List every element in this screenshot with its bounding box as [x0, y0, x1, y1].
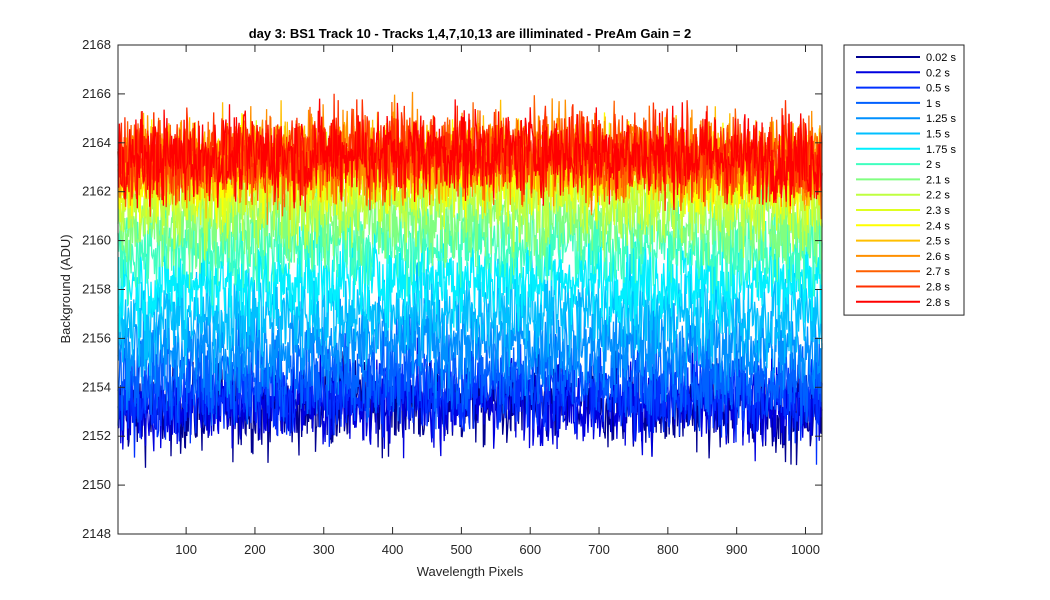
series-line-4 [117, 283, 823, 411]
x-tick-label: 1000 [791, 542, 820, 557]
ticks-layer: 100 200 300 400 500 600 700 800 900 1000 2148 2150 2… [82, 37, 822, 557]
series-line-5 [117, 253, 823, 376]
x-tick-label: 700 [588, 542, 610, 557]
legend-label: 2.3 s [926, 205, 950, 217]
legend-label: 2.8 s [926, 297, 950, 309]
legend-label: 1.5 s [926, 129, 950, 141]
y-tick-label: 2156 [82, 330, 111, 345]
legend-label: 1 s [926, 98, 941, 110]
y-tick-label: 2158 [82, 282, 111, 297]
legend-label: 2.8 s [926, 282, 950, 294]
legend-label: 2.7 s [926, 266, 950, 278]
y-tick-label: 2148 [82, 526, 111, 541]
legend-label: 1.75 s [926, 144, 956, 156]
y-tick-label: 2168 [82, 37, 111, 52]
x-axis-label: Wavelength Pixels [417, 564, 524, 579]
y-tick-label: 2152 [82, 428, 111, 443]
legend-label: 0.02 s [926, 52, 956, 64]
chart-title: day 3: BS1 Track 10 - Tracks 1,4,7,10,13… [249, 26, 692, 41]
legend-label: 2.5 s [926, 236, 950, 248]
y-tick-label: 2164 [82, 135, 111, 150]
series-line-2 [117, 333, 823, 465]
series-layer [117, 91, 823, 468]
y-axis-label: Background (ADU) [58, 234, 73, 343]
x-tick-label: 500 [451, 542, 473, 557]
legend-label: 0.5 s [926, 83, 950, 95]
x-tick-label: 100 [175, 542, 197, 557]
legend-label: 2 s [926, 159, 941, 171]
y-tick-label: 2154 [82, 379, 111, 394]
x-tick-label: 900 [726, 542, 748, 557]
x-tick-label: 300 [313, 542, 335, 557]
series-line-16 [117, 98, 823, 211]
legend-label: 2.2 s [926, 190, 950, 202]
legend-label: 2.4 s [926, 220, 950, 232]
legend-label: 2.1 s [926, 174, 950, 186]
x-tick-label: 800 [657, 542, 679, 557]
y-tick-label: 2150 [82, 477, 111, 492]
legend-label: 1.25 s [926, 113, 956, 125]
legend-label: 2.6 s [926, 251, 950, 263]
series-line-7 [117, 182, 823, 306]
x-tick-label: 200 [244, 542, 266, 557]
x-tick-label: 600 [519, 542, 541, 557]
legend: 0.02 s 0.2 s 0.5 s 1 s 1.25 s 1.5 s 1.75 s 2 s 2… [843, 44, 965, 316]
y-tick-label: 2166 [82, 86, 111, 101]
y-tick-label: 2160 [82, 233, 111, 248]
legend-label: 0.2 s [926, 67, 950, 79]
y-tick-label: 2162 [82, 184, 111, 199]
x-tick-label: 400 [382, 542, 404, 557]
